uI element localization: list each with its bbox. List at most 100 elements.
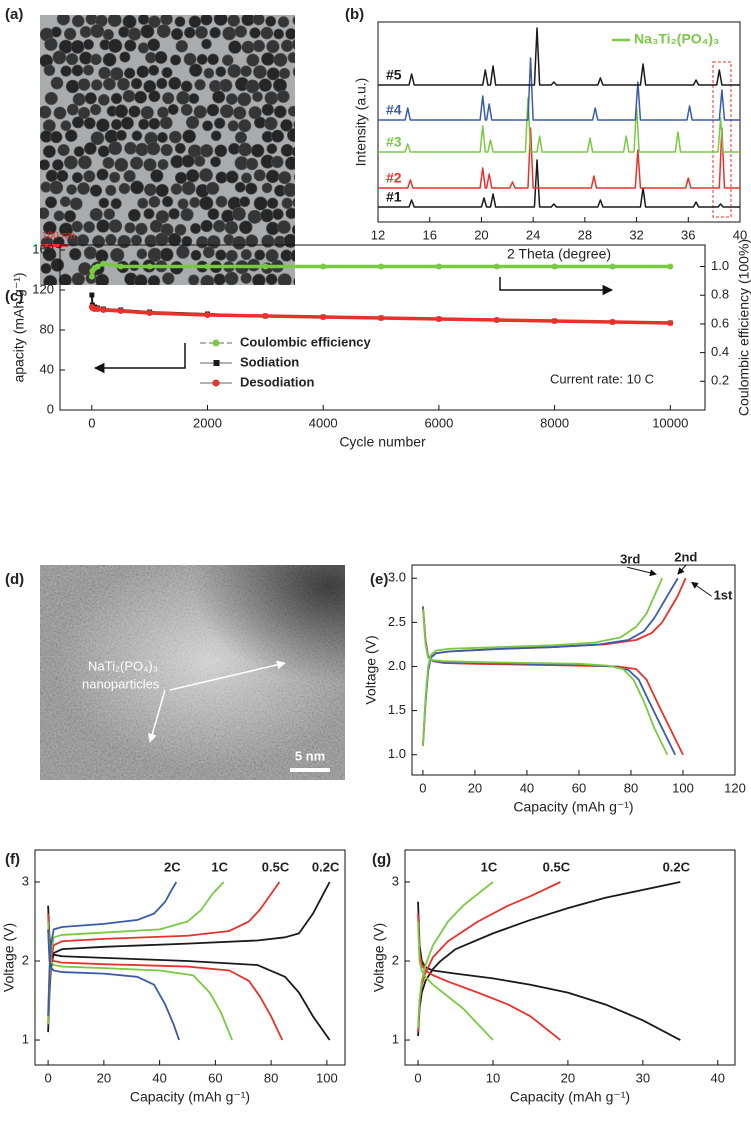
particle — [40, 263, 52, 274]
particle — [42, 247, 57, 262]
series-label: 0.5C — [262, 859, 290, 874]
particle — [261, 103, 274, 116]
particle — [96, 168, 109, 181]
x-tick-label: 40 — [520, 780, 534, 795]
particle — [252, 91, 263, 103]
x-tick-label: 0 — [414, 1070, 421, 1085]
particle — [215, 66, 227, 78]
x-tick-label: 24 — [526, 227, 540, 242]
particle — [180, 80, 193, 93]
particle — [213, 219, 226, 233]
marker — [146, 263, 153, 270]
particle — [77, 106, 91, 120]
particle — [260, 208, 274, 223]
x-axis-label: Cycle number — [339, 434, 426, 450]
arrow — [147, 689, 166, 743]
particle — [228, 142, 241, 155]
particle — [102, 28, 114, 41]
particle — [174, 224, 187, 236]
particle — [124, 222, 136, 234]
particle — [105, 233, 117, 246]
x-tick-label: 60 — [208, 1070, 222, 1085]
particle — [130, 180, 144, 195]
marker — [88, 273, 95, 280]
series-line — [422, 609, 669, 756]
marker — [262, 263, 269, 270]
particle — [291, 224, 295, 236]
x-tick-label: 32 — [629, 227, 643, 242]
particle — [105, 184, 117, 196]
x-tick-label: 2000 — [193, 415, 222, 430]
x-tick-label: 0 — [419, 780, 426, 795]
particle — [148, 196, 161, 208]
particle — [147, 275, 161, 285]
particle — [213, 15, 228, 26]
x-axis-label: Capacity (mAh g⁻¹) — [510, 1089, 630, 1105]
particle — [71, 272, 85, 285]
particle — [194, 79, 206, 91]
series-label: 2C — [164, 859, 181, 874]
particle — [261, 234, 275, 248]
panel-label: (g) — [372, 851, 391, 868]
particle — [188, 274, 200, 285]
particle — [119, 51, 131, 63]
y2-tick-label: 0.8 — [711, 287, 729, 302]
particle — [189, 63, 203, 77]
particle — [122, 15, 137, 29]
particle — [175, 40, 188, 53]
marker — [378, 263, 385, 270]
particle — [234, 181, 246, 193]
particle — [77, 78, 91, 91]
particle — [138, 118, 150, 130]
particle — [225, 170, 239, 184]
particle — [134, 274, 148, 285]
particle — [266, 197, 279, 209]
x-tick-label: 20 — [468, 780, 482, 795]
series-label: 0.2C — [663, 859, 691, 874]
series-line — [47, 921, 233, 1041]
particle — [203, 67, 215, 79]
y2-tick-label: 0.4 — [711, 344, 729, 359]
particle — [162, 272, 175, 285]
particle — [130, 77, 143, 90]
legend-marker — [212, 379, 220, 387]
particle — [215, 171, 228, 184]
particle — [52, 50, 67, 65]
particle — [122, 89, 136, 103]
series-label: 0.2C — [312, 859, 340, 874]
particle — [202, 120, 213, 132]
marker — [667, 320, 674, 326]
particle — [150, 169, 164, 183]
particle — [69, 247, 82, 261]
particle — [148, 117, 161, 130]
x-tick-label: 28 — [578, 227, 592, 242]
x-tick-label: 10 — [486, 1070, 500, 1085]
marker — [100, 307, 107, 313]
particle — [278, 67, 291, 80]
particle — [245, 79, 260, 94]
x-tick-label: 20 — [97, 1070, 111, 1085]
panel-label: (b) — [345, 6, 364, 23]
particle — [271, 129, 285, 143]
particle — [176, 91, 190, 105]
particle — [49, 180, 64, 195]
x-tick-label: 0 — [88, 415, 95, 430]
particle — [97, 94, 110, 106]
particle — [177, 198, 189, 210]
particle — [240, 272, 252, 284]
particle — [213, 273, 226, 285]
particle — [90, 53, 102, 66]
particle — [266, 39, 280, 54]
particle — [277, 220, 291, 234]
particle — [79, 51, 93, 65]
particle — [252, 15, 265, 26]
particle — [110, 118, 123, 131]
particle — [102, 52, 117, 67]
particle — [91, 79, 103, 91]
particle — [98, 66, 111, 80]
particle — [291, 146, 295, 157]
charge-line — [417, 881, 494, 1029]
x-tick-label: 10000 — [652, 415, 688, 430]
particle — [103, 77, 116, 91]
marker — [435, 263, 442, 270]
